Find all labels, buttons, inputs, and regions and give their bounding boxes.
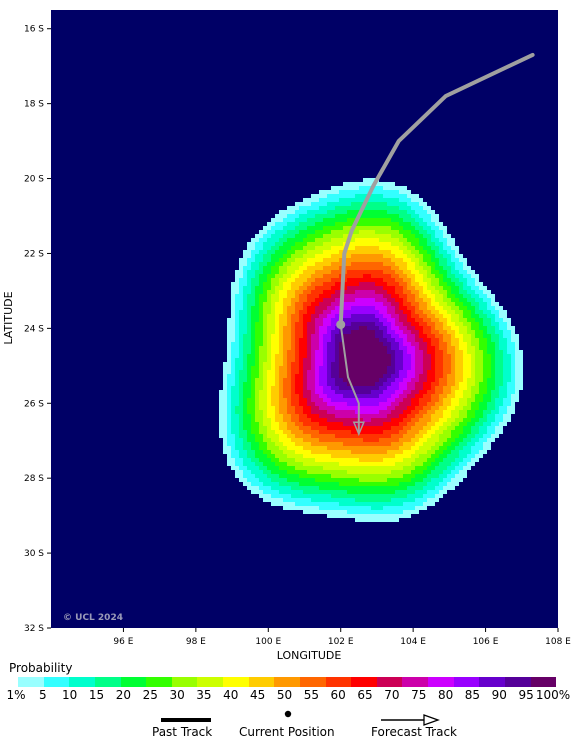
x-axis-title: LONGITUDE [277,649,342,660]
lon-tick-label-1: 98 E [186,637,206,647]
legend-color-bar [18,677,557,687]
legend-label-13: 65 [357,688,373,702]
legend-swatch-11 [299,677,326,687]
longitude-ticks: 96 E 98 E 100 E 102 E 104 E 106 E 108 E [113,628,571,647]
forecast-track-key-label: Forecast Track [371,725,457,739]
lat-tick-label-6: 28 S [24,474,44,484]
legend-label-3: 15 [88,688,105,702]
latitude-ticks: 16 S 18 S 20 S 22 S 24 S 26 S 28 S 30 S 32 S [24,25,51,634]
legend-swatch-13 [351,677,377,687]
forecast-track-line [339,324,360,434]
lat-tick-label-1: 18 S [24,100,44,110]
legend-label-20: 100% [535,688,571,702]
legend-swatch-4 [120,677,147,687]
lat-tick-label-4: 24 S [24,324,44,334]
legend-swatch-18 [479,677,505,687]
current-position-marker [336,320,346,330]
legend-label-15: 75 [411,688,427,702]
legend-label-17: 85 [464,688,481,702]
legend-swatch-5 [146,677,172,687]
past-track-key-label: Past Track [152,725,213,739]
legend-swatch-6 [171,677,198,687]
legend-label-6: 30 [169,688,185,702]
legend-label-1: 5 [39,688,47,702]
lon-tick-label-0: 96 E [113,637,133,647]
legend-label-9: 45 [250,688,266,702]
legend-title: Probability [9,661,73,675]
lon-tick-label-5: 106 E [473,637,499,647]
legend-label-18: 90 [491,688,507,702]
legend-swatch-20 [530,677,557,687]
probability-field [219,178,523,522]
lat-tick-label-8: 32 S [24,624,44,634]
legend-swatch-15 [402,677,428,687]
lon-tick-label-6: 108 E [545,637,571,647]
legend-swatch-17 [453,677,480,687]
legend-swatch-19 [504,677,531,687]
legend-swatch-16 [428,677,454,687]
forecast-track-key-icon [381,714,440,726]
legend-labels: 1% 5 10 15 20 25 30 35 40 45 50 55 60 65 70 75 80 85 90 95 1… [0,688,580,704]
legend-swatch-3 [94,677,121,687]
legend-swatch-12 [325,677,352,687]
legend-label-0: 1% [6,688,26,702]
legend-swatch-10 [274,677,300,687]
legend-label-12: 60 [330,688,346,702]
legend-label-10: 50 [276,688,293,702]
legend-label-2: 10 [62,688,78,702]
forecast-track-arrowhead [352,421,365,437]
lat-tick-label-5: 26 S [24,399,44,409]
current-position-key-label: Current Position [239,725,335,739]
legend-label-5: 25 [142,688,158,702]
legend-swatch-1 [43,677,70,687]
legend-swatch-14 [376,677,403,687]
copyright-label: © UCL 2024 [63,613,123,623]
legend-swatch-9 [248,677,275,687]
legend-swatch-8 [223,677,249,687]
legend-label-8: 40 [223,688,239,702]
legend-swatch-7 [197,677,223,687]
lon-tick-label-4: 104 E [400,637,426,647]
legend-label-16: 80 [437,688,454,702]
current-position-key-icon [284,710,292,718]
lon-tick-label-2: 100 E [255,637,281,647]
legend-swatch-2 [69,677,95,687]
lat-tick-label-3: 22 S [24,249,44,259]
lon-tick-label-3: 102 E [328,637,354,647]
legend-label-4: 20 [115,688,132,702]
legend-label-19: 95 [518,688,534,702]
lat-tick-label-2: 20 S [24,175,44,185]
legend-label-14: 70 [384,688,400,702]
track-layer [336,52,535,437]
legend-label-7: 35 [196,688,212,702]
past-track-key-icon [161,718,211,722]
past-track-line [338,52,535,327]
lat-tick-label-7: 30 S [24,549,44,559]
probability-map: 96 E 98 E 100 E 102 E 104 E 106 E 108 E 16 S 18… [2,10,571,660]
y-axis-title: LATITUDE [2,291,15,344]
lat-tick-label-0: 16 S [24,25,44,35]
legend-label-11: 55 [303,688,319,702]
legend-swatch-0 [18,677,44,687]
